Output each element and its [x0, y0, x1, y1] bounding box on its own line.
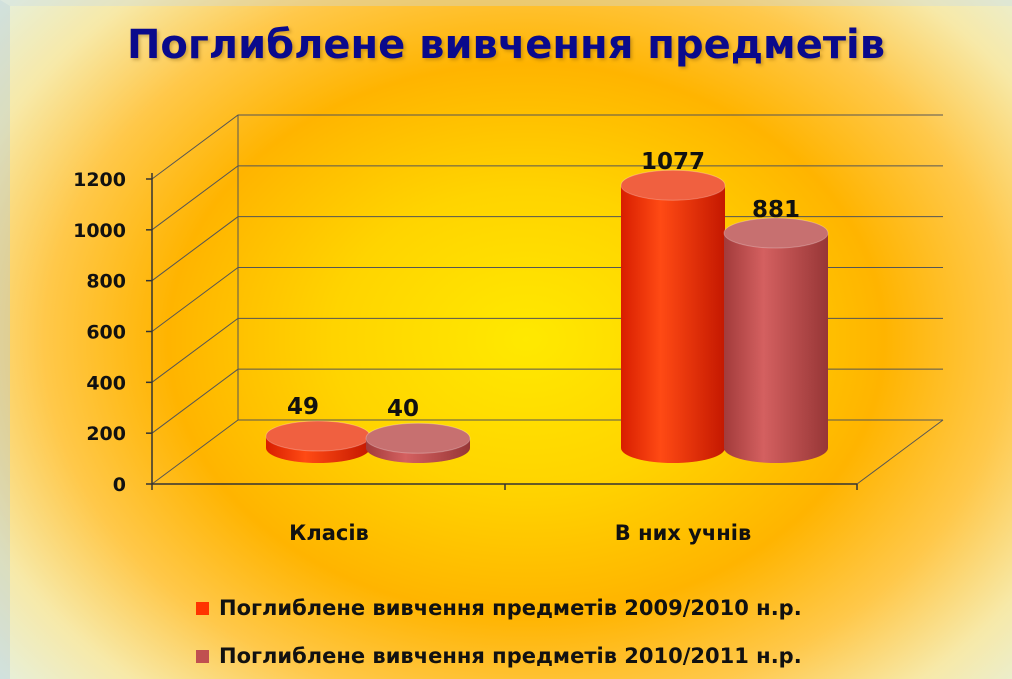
y-tick-label: 600 — [86, 322, 126, 344]
bar — [265, 420, 371, 463]
bar — [365, 422, 471, 463]
bar-top — [265, 420, 371, 452]
y-tick-label: 0 — [113, 474, 126, 496]
data-label: 49 — [287, 394, 319, 420]
legend-swatch — [196, 649, 209, 663]
bar-body — [621, 185, 725, 463]
legend-swatch — [196, 601, 209, 615]
x-axis-categories: Класів В них учнів — [289, 521, 751, 545]
gridline — [151, 165, 943, 231]
chart-title: Поглиблене вивчення предметів — [126, 22, 886, 68]
y-axis-ticks: 0 200 400 600 800 1000 1200 — [73, 169, 126, 496]
data-labels: 49 40 1077 881 — [287, 149, 800, 422]
legend-item: Поглиблене вивчення предметів 2010/2011 … — [196, 632, 802, 679]
y-tick-label: 1200 — [73, 169, 126, 191]
category-label: В них учнів — [615, 521, 752, 545]
y-tick-label: 800 — [86, 271, 126, 293]
bar — [723, 217, 829, 463]
data-label: 881 — [752, 197, 800, 223]
y-tick-label: 400 — [86, 372, 126, 394]
category-label: Класів — [289, 521, 369, 545]
legend: Поглиблене вивчення предметів 2009/2010 … — [196, 584, 802, 679]
y-tick-label: 1000 — [73, 220, 126, 242]
y-tick-label: 200 — [86, 423, 126, 445]
legend-item: Поглиблене вивчення предметів 2009/2010 … — [196, 584, 802, 632]
floor-edge — [856, 419, 944, 485]
data-label: 40 — [387, 396, 419, 422]
legend-label: Поглиблене вивчення предметів 2009/2010 … — [219, 596, 802, 620]
legend-label: Поглиблене вивчення предметів 2010/2011 … — [219, 644, 802, 668]
bars — [265, 169, 829, 463]
bar-top — [620, 169, 726, 201]
bar-body — [724, 233, 828, 463]
bar-top — [365, 422, 471, 454]
data-label: 1077 — [641, 149, 705, 175]
bar-top — [723, 217, 829, 249]
gridline — [151, 114, 943, 180]
bar — [620, 169, 726, 463]
axes — [146, 115, 944, 490]
